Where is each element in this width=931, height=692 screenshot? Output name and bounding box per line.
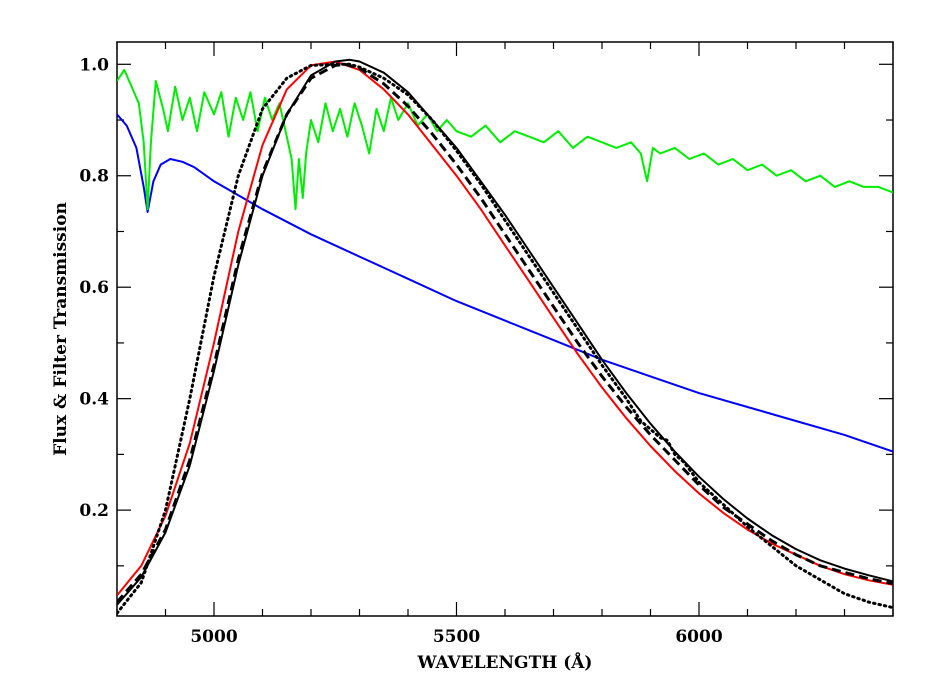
series-red-filter [117,60,893,597]
y-tick-label: 0.6 [79,278,109,298]
series-black-dotted-filter [117,62,893,615]
series-layer [117,58,893,615]
y-tick-label: 0.8 [79,167,109,187]
y-axis-title: Flux & Filter Transmission [51,202,71,456]
x-tick-label: 6000 [675,627,722,647]
x-axis-title: WAVELENGTH (Å) [417,651,593,673]
x-tick-label: 5500 [433,627,480,647]
x-tick-label: 5000 [190,627,237,647]
y-tick-label: 1.0 [79,55,109,75]
y-tick-label: 0.4 [79,390,109,410]
series-green-spectrum [117,68,893,211]
x-tick-labels: 5000 5500 6000 [190,627,722,647]
y-tick-label: 0.2 [79,501,109,521]
series-black-dashed-filter [117,62,893,604]
series-black-solid-filter [117,58,893,606]
ticks-layer [116,42,894,616]
y-tick-labels: 0.2 0.4 0.6 0.8 1.0 [79,55,109,521]
plot-frame [116,41,894,617]
